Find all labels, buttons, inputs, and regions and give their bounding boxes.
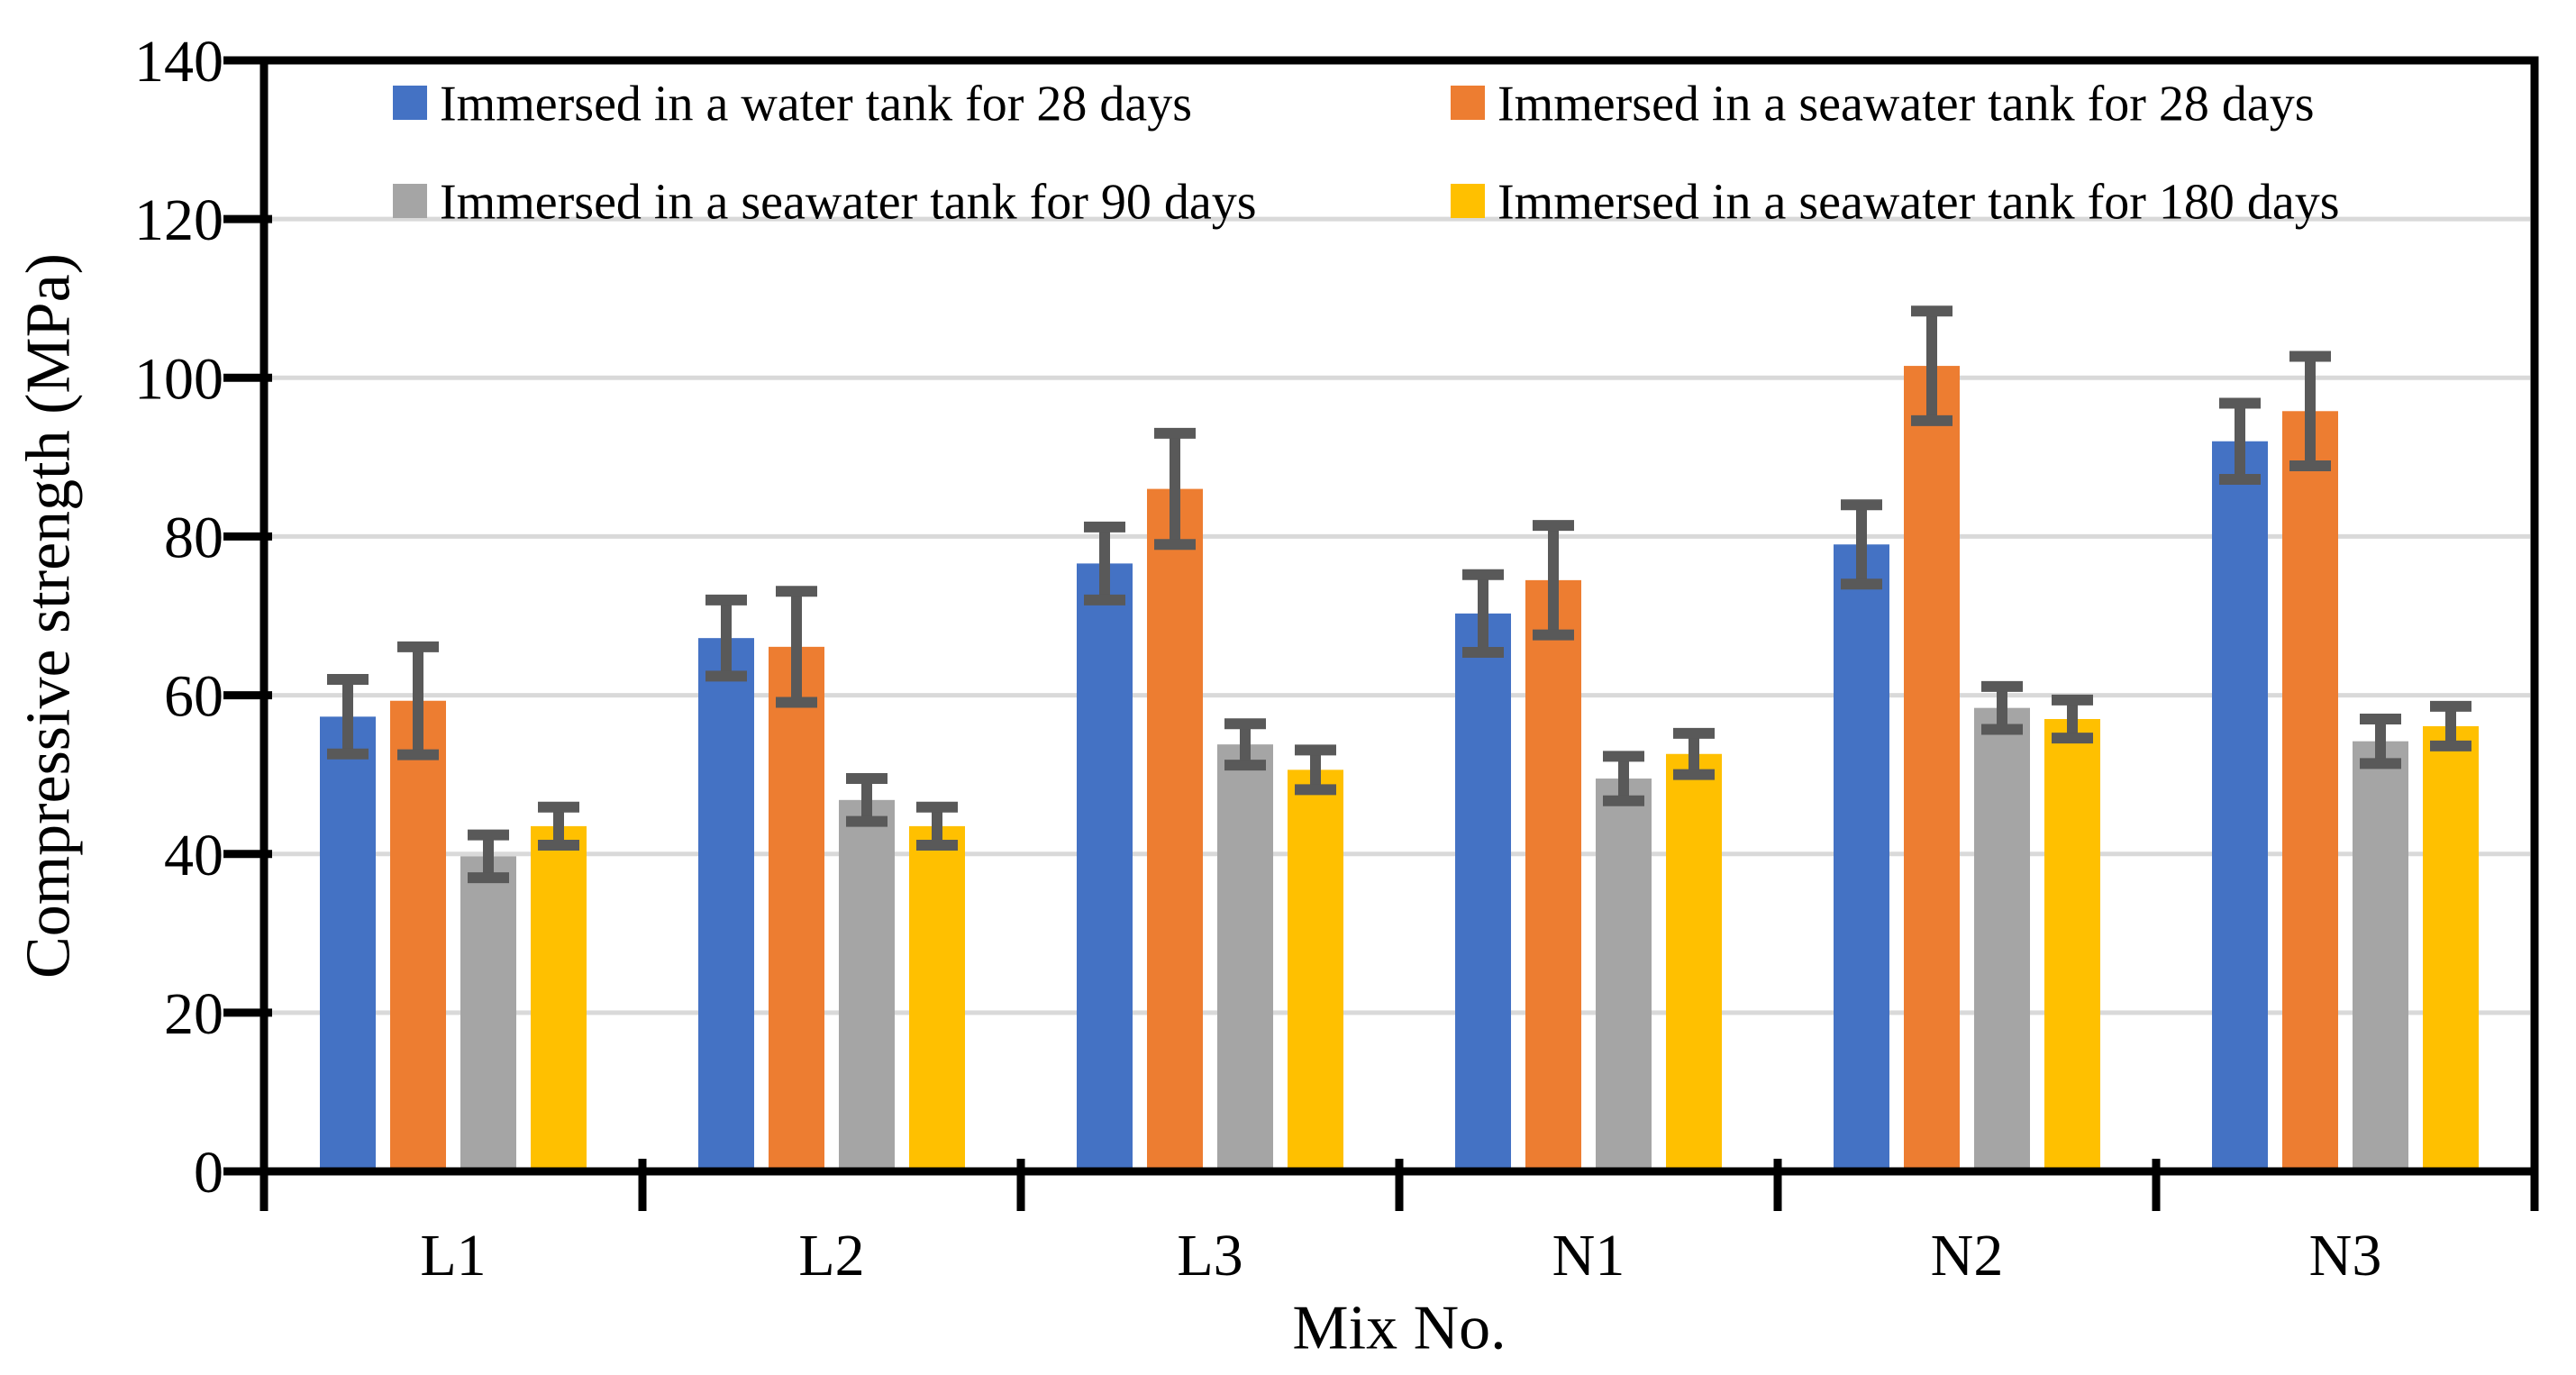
bar-n3-series1 xyxy=(2212,441,2268,1171)
legend-swatch-series3 xyxy=(393,184,427,218)
y-axis-tick-label: 60 xyxy=(164,664,223,730)
bar-l2-series4 xyxy=(909,825,965,1171)
bar-l2-series3 xyxy=(839,799,895,1171)
bar-l3-series4 xyxy=(1288,769,1343,1171)
category-label-n1: N1 xyxy=(1552,1223,1625,1288)
y-axis-tick-label: 120 xyxy=(134,187,223,253)
bar-l2-series1 xyxy=(698,638,754,1171)
category-label-n2: N2 xyxy=(1931,1223,2004,1288)
category-label-l3: L3 xyxy=(1177,1223,1242,1288)
y-axis-title: Compressive strength (MPa) xyxy=(14,253,84,979)
y-axis-tick-label: 20 xyxy=(164,981,223,1047)
legend-label-series1: Immersed in a water tank for 28 days xyxy=(440,77,1192,132)
bar-n3-series3 xyxy=(2353,741,2408,1171)
bar-n2-series2 xyxy=(1904,366,1960,1171)
bar-n1-series2 xyxy=(1525,579,1581,1171)
bar-n2-series3 xyxy=(1974,707,2030,1171)
bar-l3-series2 xyxy=(1147,488,1203,1171)
bar-n1-series3 xyxy=(1596,779,1652,1171)
category-label-l2: L2 xyxy=(798,1223,864,1288)
bar-l3-series3 xyxy=(1217,744,1273,1171)
bar-n1-series1 xyxy=(1455,613,1511,1171)
bar-n3-series2 xyxy=(2282,411,2338,1171)
bar-n1-series4 xyxy=(1666,753,1722,1171)
bar-n2-series4 xyxy=(2044,718,2100,1171)
bar-l1-series2 xyxy=(390,700,446,1171)
y-axis-tick-label: 80 xyxy=(164,505,223,571)
bar-l1-series3 xyxy=(460,856,516,1171)
category-label-n3: N3 xyxy=(2309,1223,2382,1288)
category-label-l1: L1 xyxy=(420,1223,486,1288)
bar-n2-series1 xyxy=(1834,544,1889,1171)
bar-l2-series2 xyxy=(769,646,824,1171)
legend-swatch-series4 xyxy=(1451,184,1485,218)
y-axis-tick-label: 0 xyxy=(194,1140,223,1206)
legend-swatch-series1 xyxy=(393,86,427,120)
y-axis-tick-label: 100 xyxy=(134,346,223,412)
legend-label-series2: Immersed in a seawater tank for 28 days xyxy=(1497,77,2315,132)
bar-l3-series1 xyxy=(1077,563,1133,1171)
bar-l1-series1 xyxy=(320,716,376,1171)
bar-n3-series4 xyxy=(2423,725,2479,1171)
x-axis-title: Mix No. xyxy=(1292,1294,1506,1363)
y-axis-tick-label: 140 xyxy=(134,29,223,95)
legend-label-series3: Immersed in a seawater tank for 90 days xyxy=(440,175,1257,231)
legend-label-series4: Immersed in a seawater tank for 180 days xyxy=(1497,175,2340,231)
bar-l1-series4 xyxy=(531,825,587,1171)
legend-swatch-series2 xyxy=(1451,86,1485,120)
y-axis-tick-label: 40 xyxy=(164,823,223,888)
